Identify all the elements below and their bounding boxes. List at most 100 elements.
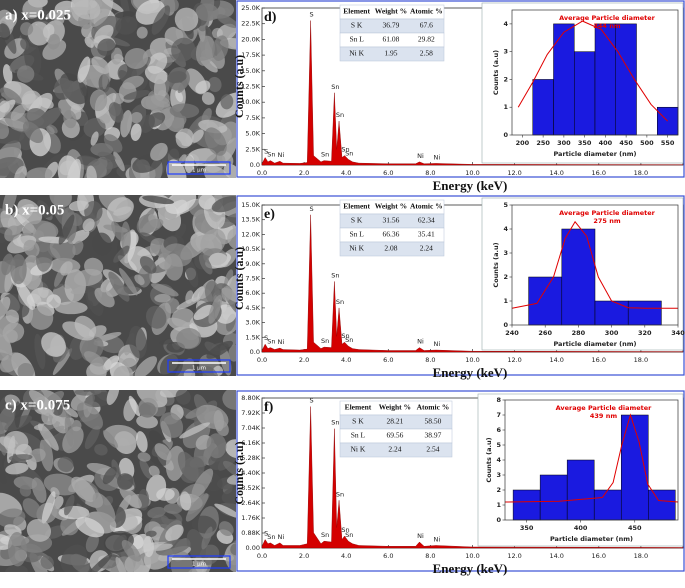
x-tick-label: 0.0 [257, 552, 267, 560]
sem-particle [198, 254, 213, 275]
sem-particle [91, 232, 112, 256]
sem-particle [169, 103, 200, 119]
sem-particle [216, 14, 236, 29]
sem-particle [108, 271, 130, 302]
table-cell: Ni K [349, 49, 364, 58]
y-tick-label: 20.0K [241, 35, 260, 43]
sem-particle [94, 444, 108, 456]
sem-particle [185, 493, 209, 522]
annotation: Average Particle diameter [559, 209, 656, 217]
peak-label: Sn [336, 490, 344, 498]
y-tick-label: 0 [496, 516, 501, 524]
y-tick-label: 10.5K [241, 245, 260, 253]
sem-particle [10, 254, 27, 285]
table-cell: S K [352, 417, 364, 426]
inset-y-title: Counts (a.u) [485, 437, 493, 482]
sem-particle [47, 33, 61, 50]
sem-particle [228, 344, 236, 362]
table-cell: 28.21 [386, 417, 403, 426]
sem-particle [174, 7, 199, 32]
sem-particle [39, 437, 54, 472]
x-tick-label: 200 [516, 139, 530, 147]
sem-particle [208, 252, 229, 268]
x-tick-label: 260 [538, 329, 552, 337]
table-header: Atomic % [417, 403, 450, 412]
x-tick-label: 300 [557, 139, 571, 147]
sem-particle [206, 340, 233, 359]
peak-label: Sn [336, 111, 344, 119]
x-tick-label: 300 [605, 329, 619, 337]
fit-curve [504, 413, 679, 503]
y-tick-label: 6.16K [241, 439, 260, 447]
sem-particle [195, 35, 215, 66]
sem-particle [175, 128, 194, 149]
peak-label: Sn [336, 298, 344, 306]
sem-particle [150, 94, 171, 108]
sem-particle [211, 195, 236, 213]
y-tick-label: 5 [496, 441, 501, 449]
sem-particle [54, 301, 88, 315]
peak-label: Sn [267, 533, 275, 541]
annotation-value: 439 nm [590, 412, 617, 420]
table-cell: 35.41 [418, 230, 435, 239]
sem-particle [203, 165, 232, 178]
sem-particle [214, 503, 236, 519]
y-tick-label: 2 [496, 486, 501, 494]
sem-particle [106, 390, 120, 406]
sem-label: b) x=0.05 [5, 202, 64, 218]
peak-label: Ni [434, 340, 441, 348]
sem-particle [52, 348, 73, 376]
inset-y-title: Counts (a.u) [492, 242, 500, 287]
y-tick-label: 15.0K [241, 67, 260, 75]
sem-particle [154, 293, 171, 303]
sem-particle [108, 102, 124, 123]
peak-label: Ni [278, 338, 285, 346]
sem-particle [202, 366, 219, 376]
y-tick-label: 4.40K [241, 469, 260, 477]
sem-particle [35, 242, 53, 272]
histogram-bar [648, 489, 676, 521]
peak-label: S [310, 397, 314, 405]
sem-particle [186, 529, 206, 562]
sem-particle [102, 430, 119, 449]
sem-particle [71, 0, 101, 20]
inset-x-title: Particle diameter (nm) [550, 535, 633, 543]
peak-label: S [264, 147, 268, 155]
sem-particle [84, 201, 103, 222]
x-axis-title: Energy (keV) [433, 365, 508, 380]
sem-particle [0, 23, 11, 41]
table-header: Element [343, 7, 370, 16]
y-tick-label: 9.0K [245, 260, 260, 268]
table-cell: Sn L [351, 431, 366, 440]
sem-particle [41, 491, 56, 524]
sem-particle [134, 356, 158, 376]
peak-label: Sn [267, 338, 275, 346]
x-tick-label: 6.0 [383, 169, 393, 177]
peak-label: S [264, 529, 268, 537]
histogram-bar [627, 300, 662, 326]
sem-particle [45, 5, 74, 19]
sem-particle [130, 123, 142, 141]
x-tick-label: 8.0 [425, 169, 435, 177]
histogram-bar [593, 489, 622, 521]
x-tick-label: 450 [628, 524, 642, 532]
sem-particle [84, 351, 104, 367]
y-tick-label: 7 [496, 411, 501, 419]
sem-particle [184, 257, 199, 288]
peak-label: Sn [321, 151, 329, 159]
peak-label: Ni [417, 152, 424, 160]
histogram-bar [539, 474, 568, 521]
x-tick-label: 14.0 [549, 356, 563, 364]
histogram-bar [615, 23, 637, 136]
sem-particle [76, 402, 104, 430]
sem-particle [86, 362, 107, 376]
x-tick-label: 2.0 [299, 552, 309, 560]
sem-particle [155, 539, 191, 556]
x-tick-label: 12.0 [507, 356, 521, 364]
sem-particle [147, 506, 166, 519]
y-tick-label: 7.5K [245, 114, 260, 122]
y-tick-label: 1.76K [241, 514, 260, 522]
sem-particle [222, 460, 236, 479]
spectrum [261, 406, 684, 549]
sem-particle [4, 329, 18, 344]
